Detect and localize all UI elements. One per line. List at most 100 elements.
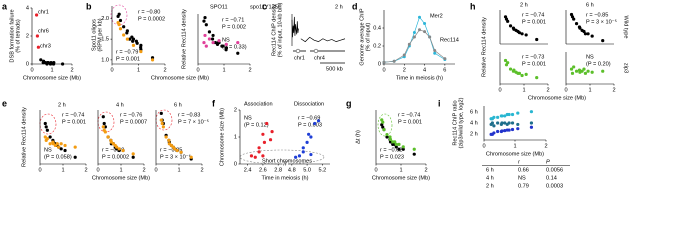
y-tick-label: 2.0 xyxy=(101,16,109,22)
table-cell: 0.0003 xyxy=(546,183,563,189)
panel-chart: 0 1 2 Chromosome size (Mb) NS(P = 0.20) zip3 xyxy=(528,52,629,101)
data-point xyxy=(48,142,52,146)
data-point xyxy=(574,22,579,26)
centromere xyxy=(295,48,301,54)
data-point xyxy=(394,145,398,149)
x-tick-label: 2 xyxy=(142,167,145,173)
data-point xyxy=(36,45,41,49)
x-tick-label: 2.8 xyxy=(274,167,282,173)
annotation: 2 h xyxy=(58,102,66,108)
annotation: r = −0.69 xyxy=(298,115,320,121)
data-point xyxy=(382,128,386,132)
data-point xyxy=(535,76,539,80)
annotation: 6 h xyxy=(586,2,594,8)
data-point xyxy=(43,121,47,126)
panel-chart: // f 2.4 2.6 2.8 4.8 5.0 5.2 0 1 2 Time in meiosis … xyxy=(212,98,330,181)
data-point xyxy=(529,110,534,114)
y-axis-label: (% of input, 10-kb bin) xyxy=(277,3,283,58)
data-point xyxy=(423,22,427,25)
data-point xyxy=(392,59,396,63)
data-point xyxy=(407,42,411,46)
x-tick-label: 0 xyxy=(374,167,377,173)
data-point xyxy=(490,121,494,125)
x-axis-label: Chromosome size (Mb) xyxy=(23,75,81,81)
annotation: r = −0.79 xyxy=(116,49,138,55)
legend-entry: 4 h xyxy=(470,120,478,126)
x-tick-label: 1 xyxy=(399,167,402,173)
annotation: chr1 xyxy=(38,9,49,15)
y-axis-label: Δt (h) xyxy=(355,130,361,144)
data-point xyxy=(265,121,269,126)
data-point xyxy=(57,145,61,149)
data-point xyxy=(253,155,257,159)
x-tick-label: 0 xyxy=(196,67,199,73)
panel-chart: d 0 2 4 6 0 0.2 0.4 Time in meiosis (h) Genome av… xyxy=(352,1,459,81)
y-tick-label: 0.4 xyxy=(373,25,381,31)
annotation: r = −0.69 xyxy=(102,147,124,153)
data-point xyxy=(45,137,49,141)
data-point xyxy=(574,69,579,73)
x-tick-label: 2 xyxy=(200,167,203,173)
annotation: P = 3 × 10⁻⁶ xyxy=(160,153,191,160)
table-cell: 4 h xyxy=(486,175,494,181)
data-point xyxy=(412,35,416,39)
annotation: 6 h xyxy=(174,102,182,108)
annotation: r = −0.80 xyxy=(138,9,160,15)
annotation: r = −0.74 xyxy=(522,12,544,18)
annotation: zip3 xyxy=(623,63,629,73)
data-point xyxy=(517,31,522,35)
y-axis-label: Chromosome size (Mb) xyxy=(219,108,225,166)
annotation: P = 0.001 xyxy=(116,56,140,62)
data-point xyxy=(503,114,507,118)
y-axis-label: Genome average ChIP xyxy=(359,8,365,65)
table-cell: 0.79 xyxy=(518,183,529,189)
data-point xyxy=(59,142,63,146)
data-point xyxy=(496,121,500,125)
y-axis-label: DSB formation failure xyxy=(9,9,15,62)
data-point xyxy=(48,135,52,139)
annotation: P = 0.001 xyxy=(62,119,86,125)
x-axis-label: Chromosome size (Mb) xyxy=(92,175,150,181)
data-point xyxy=(262,140,267,144)
data-point xyxy=(517,71,522,75)
data-point xyxy=(117,23,121,27)
data-point xyxy=(388,137,393,142)
data-point xyxy=(492,131,496,135)
data-point xyxy=(118,27,123,31)
data-point xyxy=(500,121,504,125)
chromosome-schematic xyxy=(293,48,345,64)
x-tick-label: 0 xyxy=(382,67,385,73)
annotation: P = 3 × 10⁻⁵ xyxy=(586,18,617,25)
data-point xyxy=(590,34,594,38)
y-tick-label: 1.5 xyxy=(101,37,109,43)
centromere xyxy=(313,48,319,54)
y-axis-label: Rec114 ChIP density xyxy=(271,4,277,56)
panel-chart: 0 1 2 r = −0.73P = 0.001 xyxy=(498,52,550,93)
annotation: P = 0.001 xyxy=(522,19,546,25)
y-axis-label: (zip3/wild type, log2) xyxy=(458,97,464,148)
data-point xyxy=(207,37,212,41)
data-point xyxy=(586,69,590,73)
data-point xyxy=(412,147,416,151)
data-point xyxy=(249,154,254,158)
data-point xyxy=(388,135,392,139)
legend-entry: 6 h xyxy=(470,109,478,115)
annotation: (P = 0.058) xyxy=(44,154,72,160)
annotation: P = 0.023 xyxy=(380,154,404,160)
y-tick-label: 4 xyxy=(26,5,29,11)
data-point xyxy=(307,132,311,136)
data-point xyxy=(428,35,432,39)
data-point xyxy=(583,32,588,36)
data-point xyxy=(301,146,305,150)
annotation: NS xyxy=(222,37,230,43)
annotation: spo11Y135F xyxy=(250,4,282,10)
data-point xyxy=(106,135,110,139)
data-point xyxy=(418,28,421,32)
x-tick-label: 1 xyxy=(522,87,525,93)
x-tick-label: 0 xyxy=(482,143,485,149)
data-point xyxy=(506,19,510,23)
data-point xyxy=(309,152,313,157)
x-axis-label: Chromosome size (Mb) xyxy=(151,75,209,81)
data-point xyxy=(393,140,397,144)
data-point xyxy=(211,33,215,38)
